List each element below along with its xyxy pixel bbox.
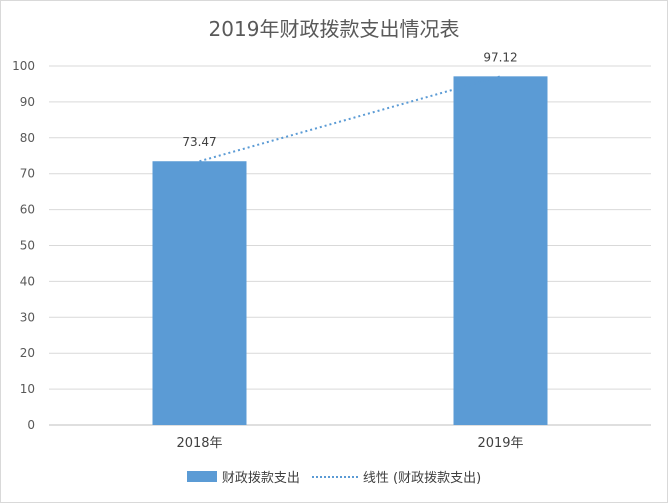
data-labels: 73.47 97.12 (182, 50, 517, 149)
y-tick-label: 70 (20, 167, 35, 181)
trendline-path (199, 75, 501, 163)
y-tick-label: 30 (20, 310, 35, 324)
bars (152, 76, 548, 425)
legend-swatch-trendline (311, 475, 358, 478)
y-tick-label: 10 (20, 382, 35, 396)
trendline (199, 75, 501, 163)
chart-title: 2019年财政拨款支出情况表 (208, 17, 460, 41)
y-tick-label: 0 (27, 418, 35, 432)
legend-label-trendline: 线性 (财政拨款支出) (362, 471, 482, 486)
y-tick-labels: 0 10 20 30 40 50 60 70 80 90 100 (12, 59, 35, 432)
legend-swatch-bar (186, 471, 217, 482)
y-tick-label: 90 (20, 95, 35, 109)
x-tick-label: 2019年 (477, 436, 523, 451)
bar (453, 76, 548, 425)
legend-label-series: 财政拨款支出 (221, 471, 300, 486)
x-tick-label: 2018年 (176, 436, 222, 451)
y-tick-label: 100 (12, 59, 35, 73)
legend-item-trendline[interactable]: 线性 (财政拨款支出) (311, 467, 482, 486)
data-label: 97.12 (483, 50, 517, 64)
y-tick-label: 40 (20, 274, 35, 288)
y-tick-label: 50 (20, 239, 35, 253)
y-tick-label: 20 (20, 346, 35, 360)
data-label: 73.47 (182, 135, 216, 149)
grid-lines (49, 65, 651, 426)
y-tick-label: 60 (20, 203, 35, 217)
x-tick-labels: 2018年 2019年 (176, 436, 523, 451)
legend: 财政拨款支出 线性 (财政拨款支出) (1, 467, 667, 486)
legend-item-series[interactable]: 财政拨款支出 (186, 467, 300, 486)
bar (152, 161, 247, 425)
y-tick-label: 80 (20, 131, 35, 145)
